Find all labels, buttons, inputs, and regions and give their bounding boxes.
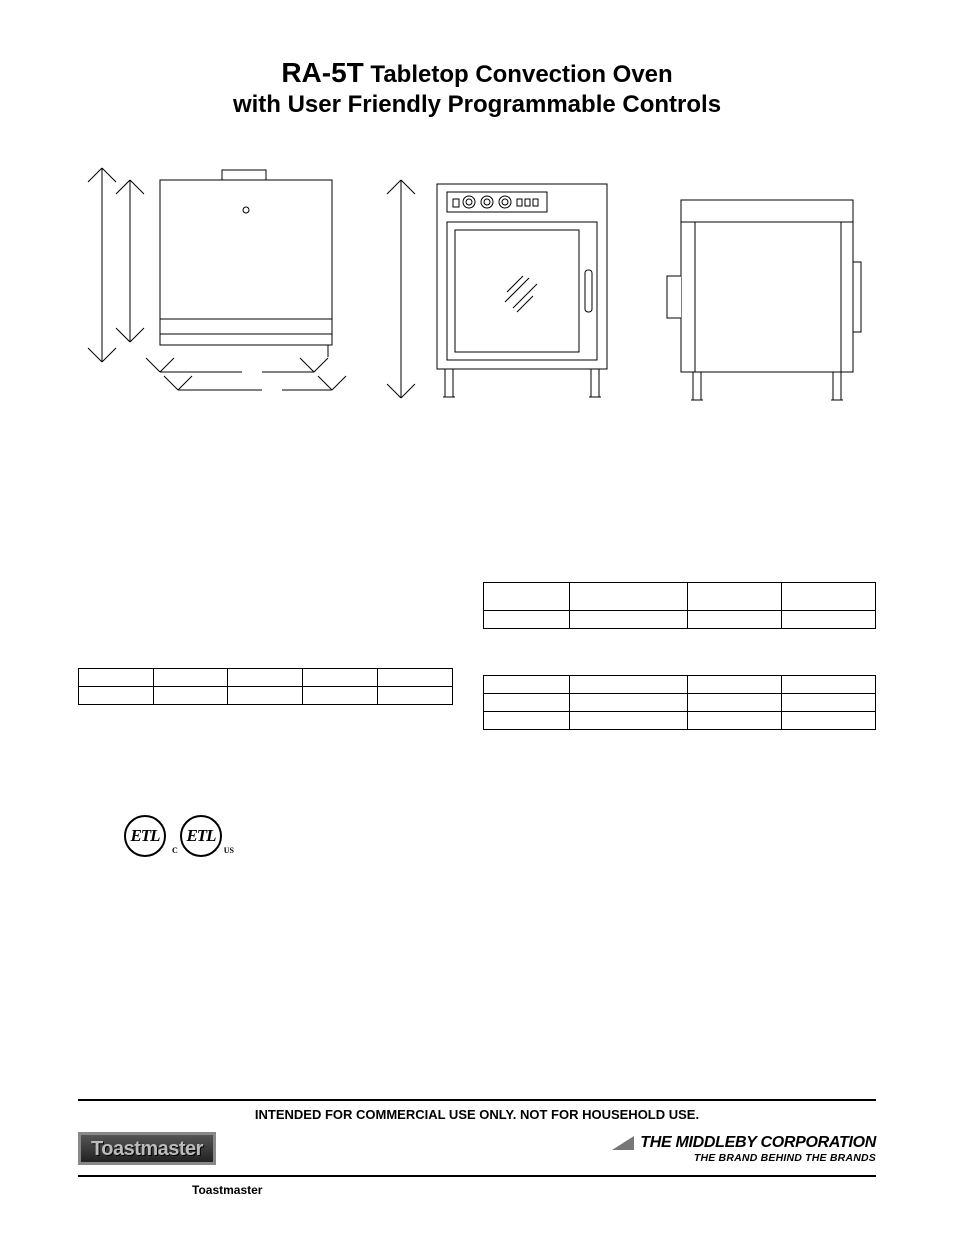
table-cell [687,583,781,611]
certification-badges: ETL C ETL US [124,815,453,857]
etl-badge-listed: C ETL US [180,815,222,857]
table-cell [228,669,303,687]
table-cell [781,676,875,694]
page-footer: INTENDED FOR COMMERCIAL USE ONLY. NOT FO… [78,1093,876,1197]
table-cell [483,694,569,712]
table-cell [687,712,781,730]
table-cell [377,669,452,687]
title-rest1: Tabletop Convection Oven [364,61,673,88]
table-cell [303,687,378,705]
table-cell [483,712,569,730]
page-title: RA-5T Tabletop Convection Oven with User… [78,55,876,120]
table-cell [569,694,687,712]
table-right-bottom [483,675,876,730]
table-cell [687,611,781,629]
table-cell [569,712,687,730]
table-cell [781,611,875,629]
footer-notice: INTENDED FOR COMMERCIAL USE ONLY. NOT FO… [78,1107,876,1122]
table-cell [781,712,875,730]
table-cell [377,687,452,705]
table-cell [483,583,569,611]
table-cell [79,687,154,705]
table-left [78,668,453,705]
table-cell [687,676,781,694]
table-cell [228,687,303,705]
table-cell [483,676,569,694]
table-cell [483,611,569,629]
table-cell [687,694,781,712]
table-cell [153,687,228,705]
table-cell [303,669,378,687]
etl-badge-sanitation: ETL [124,815,166,857]
diagram-side-view [657,192,872,412]
middleby-triangle-icon [612,1136,634,1150]
table-cell [569,676,687,694]
table-cell [569,611,687,629]
technical-diagrams [78,162,876,412]
table-right-top [483,582,876,629]
table-cell [781,694,875,712]
middleby-logo: THE MIDDLEBY CORPORATION THE BRAND BEHIN… [612,1134,876,1164]
diagram-top-view [82,162,347,412]
table-cell [569,583,687,611]
table-cell [79,669,154,687]
title-line2: with User Friendly Programmable Controls [78,90,876,120]
diagram-front-view [385,174,620,412]
table-cell [153,669,228,687]
table-cell [781,583,875,611]
title-model: RA-5T [281,57,363,88]
spec-tables: ETL C ETL US [78,582,876,857]
footer-brand-text: Toastmaster [192,1183,876,1197]
toastmaster-logo: Toastmaster [78,1132,216,1165]
